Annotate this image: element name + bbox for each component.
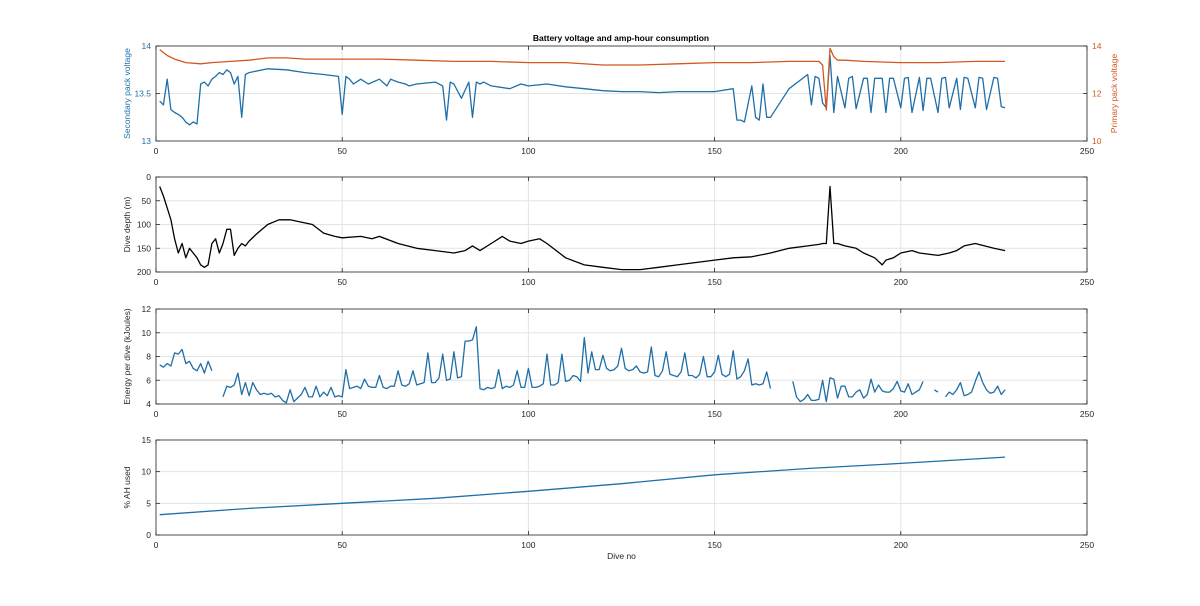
x-tick-label: 100 [521, 409, 535, 419]
chart-title: Battery voltage and amp-hour consumption [533, 33, 709, 43]
y-tick-label: 0 [146, 172, 151, 182]
x-tick-label: 0 [154, 146, 159, 156]
subplot-2: 0 50 100 150 200 250 0 50 100 150 200 Dive depth (m… [122, 172, 1094, 287]
series-line-1 [159, 54, 1006, 126]
x-tick-label: 0 [154, 277, 159, 287]
series-line-2 [159, 47, 1006, 111]
y-tick-label: 13.5 [134, 89, 151, 99]
x-tick-label: 50 [337, 409, 347, 419]
x-tick-label: 150 [708, 146, 722, 156]
y-tick-label: 12 [142, 304, 152, 314]
subplot-4: 0 50 100 150 200 250 0 5 10 15 % AH used Dive no [122, 435, 1094, 561]
subplot-3: 0 50 100 150 200 250 4 6 8 10 12 Energy per dive (k… [122, 304, 1094, 419]
y-right-tick-label: 14 [1092, 41, 1102, 51]
y-tick-label: 5 [146, 498, 151, 508]
y-tick-label: 200 [137, 267, 151, 277]
y-tick-label: 8 [146, 352, 151, 362]
series-line-1-segment-1 [159, 348, 213, 374]
y-tick-label: 13 [142, 136, 152, 146]
x-axis-label: Dive no [607, 551, 636, 561]
x-tick-label: 100 [521, 146, 535, 156]
y-tick-label: 0 [146, 530, 151, 540]
x-tick-label: 150 [708, 540, 722, 550]
y-tick-label: 150 [137, 243, 151, 253]
series-line-1-segment-3 [792, 377, 924, 403]
y-axis-label: Energy per dive (kJoules) [122, 308, 132, 405]
y-right-tick-label: 12 [1092, 89, 1102, 99]
series-line-1-segment-4 [933, 389, 939, 393]
y-right-axis-label: Primary pack voltage [1109, 54, 1119, 134]
x-tick-label: 200 [894, 409, 908, 419]
x-tick-label: 250 [1080, 409, 1094, 419]
x-tick-label: 0 [154, 409, 159, 419]
x-tick-label: 50 [337, 277, 347, 287]
x-tick-label: 150 [708, 409, 722, 419]
series-line-1-segment-2 [222, 326, 772, 404]
series-line-1 [159, 185, 1006, 271]
x-tick-label: 0 [154, 540, 159, 550]
y-tick-label: 14 [142, 41, 152, 51]
y-axis-label: % AH used [122, 466, 132, 508]
x-tick-label: 200 [894, 540, 908, 550]
x-tick-label: 250 [1080, 540, 1094, 550]
series-line-1 [159, 456, 1006, 516]
x-tick-label: 50 [337, 146, 347, 156]
y-tick-label: 15 [142, 435, 152, 445]
x-tick-label: 250 [1080, 146, 1094, 156]
x-tick-label: 250 [1080, 277, 1094, 287]
series-line-1-segment-5 [944, 371, 1006, 398]
y-tick-label: 4 [146, 399, 151, 409]
x-tick-label: 150 [708, 277, 722, 287]
x-tick-label: 100 [521, 540, 535, 550]
y-tick-label: 50 [142, 196, 152, 206]
y-tick-label: 10 [142, 328, 152, 338]
x-tick-label: 200 [894, 277, 908, 287]
y-axis-label: Dive depth (m) [122, 196, 132, 252]
y-tick-label: 100 [137, 220, 151, 230]
x-tick-label: 50 [337, 540, 347, 550]
y-tick-label: 6 [146, 375, 151, 385]
y-right-tick-label: 10 [1092, 136, 1102, 146]
x-tick-label: 200 [894, 146, 908, 156]
axes-frame [155, 439, 1088, 536]
x-tick-label: 100 [521, 277, 535, 287]
y-tick-label: 10 [142, 467, 152, 477]
subplot-1: 0 50 100 150 200 250 13 13.5 14 10 12 14 Primary pac… [122, 41, 1119, 156]
y-axis-label: Secondary pack voltage [122, 48, 132, 139]
